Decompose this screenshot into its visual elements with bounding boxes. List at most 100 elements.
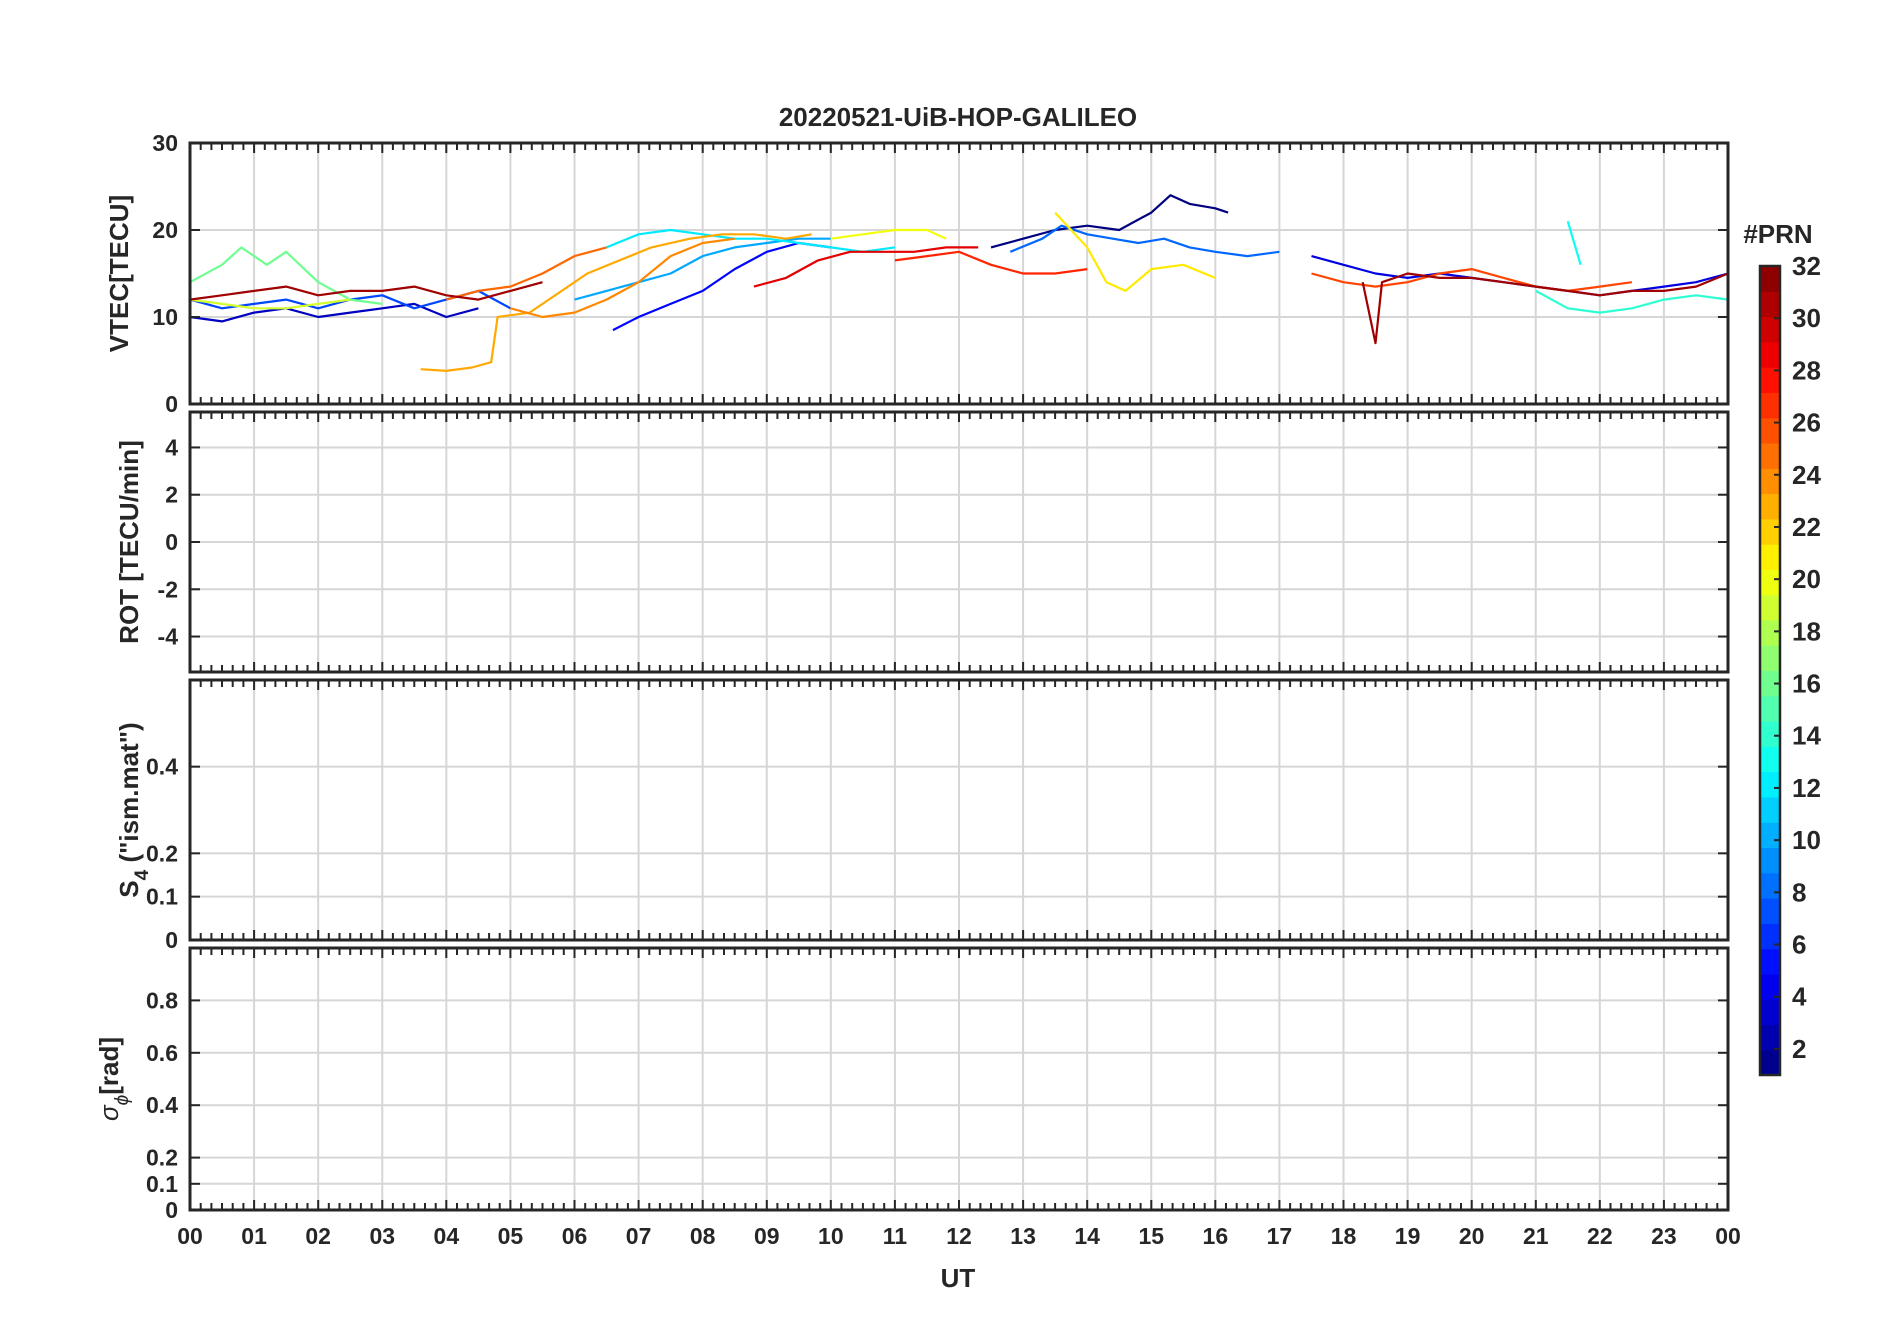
colorbar-tick-label: 8 xyxy=(1792,877,1806,907)
x-tick-label: 23 xyxy=(1651,1223,1677,1249)
y-tick-label: 0.1 xyxy=(146,884,178,910)
y-axis-label-subscript: 4 xyxy=(132,869,153,880)
colorbar-tick-label: 20 xyxy=(1792,564,1821,594)
series-prn-5 xyxy=(612,241,831,332)
series-prn-8 xyxy=(1009,224,1280,258)
x-tick-label: 13 xyxy=(1010,1223,1036,1249)
x-tick-label: 08 xyxy=(690,1223,716,1249)
series-prn-21 xyxy=(1054,211,1216,292)
panel-series-group xyxy=(189,194,1729,372)
colorbar-swatch xyxy=(1760,266,1780,292)
series-prn-20 xyxy=(830,228,947,240)
colorbar-tick-label: 4 xyxy=(1792,982,1807,1012)
y-tick-label: 0 xyxy=(165,927,178,953)
y-tick-label: 0.2 xyxy=(146,1145,178,1171)
y-tick-label: -4 xyxy=(158,624,179,650)
y-tick-label: 4 xyxy=(165,434,178,460)
panel-frame xyxy=(188,946,1730,1212)
series-prn-26 xyxy=(1311,268,1633,292)
colorbar-swatch xyxy=(1760,746,1780,773)
series-prn-14 xyxy=(1535,289,1729,314)
colorbar-swatch xyxy=(1760,999,1780,1026)
series-prn-16 xyxy=(189,246,383,305)
x-tick-label: 01 xyxy=(241,1223,267,1249)
x-tick-label: 21 xyxy=(1523,1223,1549,1249)
x-tick-label: 02 xyxy=(305,1223,331,1249)
colorbar-swatch xyxy=(1760,544,1780,570)
panel-frame xyxy=(188,678,1730,942)
y-tick-label: 0.1 xyxy=(146,1171,178,1197)
colorbar-swatch xyxy=(1760,771,1780,798)
colorbar-tick-label: 28 xyxy=(1792,355,1821,385)
series-prn-31 xyxy=(1361,272,1729,345)
colorbar-swatch xyxy=(1760,847,1780,874)
chart-title: 20220521-UiB-HOP-GALILEO xyxy=(779,102,1137,132)
x-tick-label: 19 xyxy=(1395,1223,1421,1249)
y-tick-label: 0.4 xyxy=(146,754,178,780)
y-tick-label: 0.6 xyxy=(146,1040,178,1066)
colorbar-swatch xyxy=(1760,948,1780,975)
series-prn-24 xyxy=(510,237,735,319)
panel-frame xyxy=(188,410,1730,674)
colorbar-tick-label: 10 xyxy=(1792,825,1821,855)
colorbar-swatch xyxy=(1760,442,1780,469)
y-tick-label: 0.4 xyxy=(146,1092,178,1118)
colorbar-swatch xyxy=(1760,1049,1780,1076)
colorbar-swatch xyxy=(1760,367,1780,394)
panel-sigma: 00.10.2 0.4 0.6 0.8 σϕ[rad] 00 01 02 03 04 05 06 07 0… xyxy=(94,946,1741,1249)
y-tick-label: 0.8 xyxy=(146,987,178,1013)
y-tick-label: 30 xyxy=(152,130,178,156)
x-axis-label: UT xyxy=(941,1263,976,1293)
y-axis-label: S4 ("ism.mat") xyxy=(114,722,153,897)
panel-s4: 0 0.1 0.2 0.4S4 ("ism.mat") xyxy=(114,678,1730,953)
x-tick-label: 09 xyxy=(754,1223,780,1249)
y-tick-label: 2 xyxy=(165,482,178,508)
y-axis-label-main: σ xyxy=(94,1104,124,1121)
series-prn-27 xyxy=(894,250,1088,275)
colorbar-swatch xyxy=(1760,569,1780,596)
colorbar-swatch xyxy=(1760,973,1780,1000)
colorbar-swatch xyxy=(1760,670,1780,697)
colorbar-swatch xyxy=(1760,645,1780,672)
colorbar-swatch xyxy=(1760,1024,1780,1051)
x-tick-label: 00 xyxy=(177,1223,203,1249)
colorbar-swatch xyxy=(1760,518,1780,545)
colorbar-swatch xyxy=(1760,392,1780,419)
y-axis-label: ROT [TECU/min] xyxy=(114,440,144,644)
colorbar-swatch xyxy=(1760,872,1780,899)
colorbar-tick-label: 32 xyxy=(1792,251,1821,281)
y-axis-label: VTEC[TECU] xyxy=(104,195,134,352)
colorbar-swatch xyxy=(1760,898,1780,924)
y-tick-label: 20 xyxy=(152,217,178,243)
y-tick-label: 10 xyxy=(152,304,178,330)
x-tick-label: 17 xyxy=(1267,1223,1293,1249)
y-tick-label: 0 xyxy=(165,529,178,555)
x-tick-label: 10 xyxy=(818,1223,844,1249)
x-tick-label: 20 xyxy=(1459,1223,1485,1249)
x-tick-label: 04 xyxy=(434,1223,460,1249)
x-tick-label: 11 xyxy=(883,1223,908,1249)
colorbar-swatch xyxy=(1760,291,1780,318)
colorbar-tick-label: 24 xyxy=(1792,460,1821,490)
series-prn-10 xyxy=(574,237,831,301)
y-tick-label: 0 xyxy=(165,1197,178,1223)
colorbar-tick-label: 18 xyxy=(1792,616,1821,646)
series-prn-23 xyxy=(420,233,812,372)
y-axis-label-rest: [rad] xyxy=(94,1037,124,1095)
colorbar-swatch xyxy=(1760,468,1780,495)
colorbar-swatch xyxy=(1760,822,1780,849)
colorbar-tick-label: 14 xyxy=(1792,721,1821,751)
series-prn-3 xyxy=(189,302,479,323)
y-tick-label: 0.2 xyxy=(146,840,178,866)
y-tick-label: -2 xyxy=(158,576,178,602)
colorbar-frame xyxy=(1758,264,1782,1077)
x-tick-label: 12 xyxy=(946,1223,972,1249)
colorbar-swatch xyxy=(1760,721,1780,747)
y-axis-label-rest: ("ism.mat") xyxy=(114,722,144,869)
series-prn-29 xyxy=(753,246,979,288)
series-prn-13 xyxy=(1566,220,1582,266)
colorbar-tick-label: 16 xyxy=(1792,669,1821,699)
series-prn-1 xyxy=(990,194,1229,249)
